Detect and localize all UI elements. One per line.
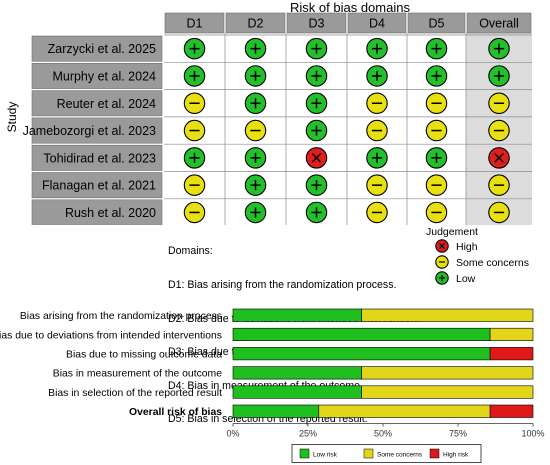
study-name: Reuter et al. 2024 <box>57 97 156 111</box>
judgement-legend-label: High <box>456 241 478 253</box>
cross-icon-b <box>438 242 446 250</box>
study-name: Murphy et al. 2024 <box>52 69 156 83</box>
bar-segment-low <box>232 327 491 342</box>
x-tick-label: 75% <box>449 429 467 439</box>
study-name: Zarzycki et al. 2025 <box>48 42 156 56</box>
bar-category-label: Bias in measurement of the outcome <box>53 369 222 380</box>
domain-header-label: D2 <box>248 17 264 31</box>
bar-category-label: Bias arising from the randomization proc… <box>20 311 222 322</box>
domain-header-cell <box>286 12 347 34</box>
study-label-cell <box>31 90 163 117</box>
cross-icon-b <box>494 152 504 163</box>
bar-segment-high <box>489 404 534 418</box>
bar-category-label: Bias in selection of the reported result <box>48 388 222 399</box>
study-label-cell <box>31 62 163 89</box>
study-name: Tohidirad et al. 2023 <box>43 151 156 165</box>
study-name: Rush et al. 2020 <box>65 206 156 220</box>
bar-legend-swatch <box>299 448 310 459</box>
bar-segment-some <box>489 327 534 342</box>
domain-header-cell <box>407 12 466 34</box>
bar-segment-some <box>361 385 534 399</box>
domain-header-cell <box>164 12 225 34</box>
bar-category-label: Bias due to deviations from intended int… <box>0 330 222 341</box>
bar-category-label: Overall risk of bias <box>129 407 222 418</box>
chart-title: Risk of bias domains <box>290 0 410 15</box>
study-name: Flanagan et al. 2021 <box>42 179 156 193</box>
judgement-legend: High Some concerns Low <box>435 239 529 285</box>
bar-legend-swatch <box>429 448 440 459</box>
domain-header-label: D4 <box>369 17 385 31</box>
domain-header-cell <box>466 12 532 34</box>
judgement-legend-label: Low <box>456 273 476 285</box>
bar-legend-label: High risk <box>443 452 469 459</box>
x-tick-label: 25% <box>299 429 317 439</box>
domain-header-label: D5 <box>429 17 445 31</box>
bar-segment-low <box>232 347 491 361</box>
domain-header-cell <box>347 12 407 34</box>
bar-segment-low <box>232 404 320 418</box>
judgement-legend-label: Some concerns <box>456 257 529 269</box>
domain-header-label: Overall <box>479 17 519 31</box>
bar-segment-low <box>232 385 362 399</box>
x-tick-label: 50% <box>374 429 392 439</box>
study-label-cell <box>31 199 163 225</box>
domains-legend-title: Domains: <box>168 245 213 258</box>
judgement-legend-title: Judgement <box>426 226 478 238</box>
bar-segment-some <box>361 366 534 380</box>
bar-category-label: Bias due to missing outcome data <box>66 349 222 360</box>
bar-segment-some <box>318 404 491 418</box>
study-label-cell <box>31 117 163 144</box>
bar-segment-high <box>489 347 534 361</box>
bar-legend-label: Some concerns <box>377 452 423 459</box>
study-label-cell <box>31 35 163 62</box>
domain-legend-item: D1: Bias arising from the randomization … <box>168 279 397 292</box>
risk-of-bias-grid: D1 D2 D3 D4 D5 Overall Zarzycki et al. 2025 Mur… <box>23 12 532 225</box>
bar-segment-some <box>361 308 534 322</box>
domain-legend-item: D5: Bias in selection of the reported re… <box>168 413 368 426</box>
study-label-cell <box>31 172 163 199</box>
domain-header-label: D3 <box>309 17 325 31</box>
x-tick-label: 100% <box>521 429 544 439</box>
summary-bar-chart: Bias arising from the randomization proc… <box>0 308 545 463</box>
study-label-cell <box>31 144 163 171</box>
bar-segment-low <box>232 366 362 380</box>
bar-segment-low <box>232 308 362 322</box>
study-name: Jamebozorgi et al. 2023 <box>23 124 156 138</box>
domain-header-cell <box>225 12 286 34</box>
cross-icon-b <box>311 152 322 163</box>
x-tick-label: 0% <box>226 429 239 439</box>
domain-header-label: D1 <box>187 17 203 31</box>
bar-legend-label: Low risk <box>313 452 338 459</box>
bar-legend-swatch <box>363 448 374 459</box>
